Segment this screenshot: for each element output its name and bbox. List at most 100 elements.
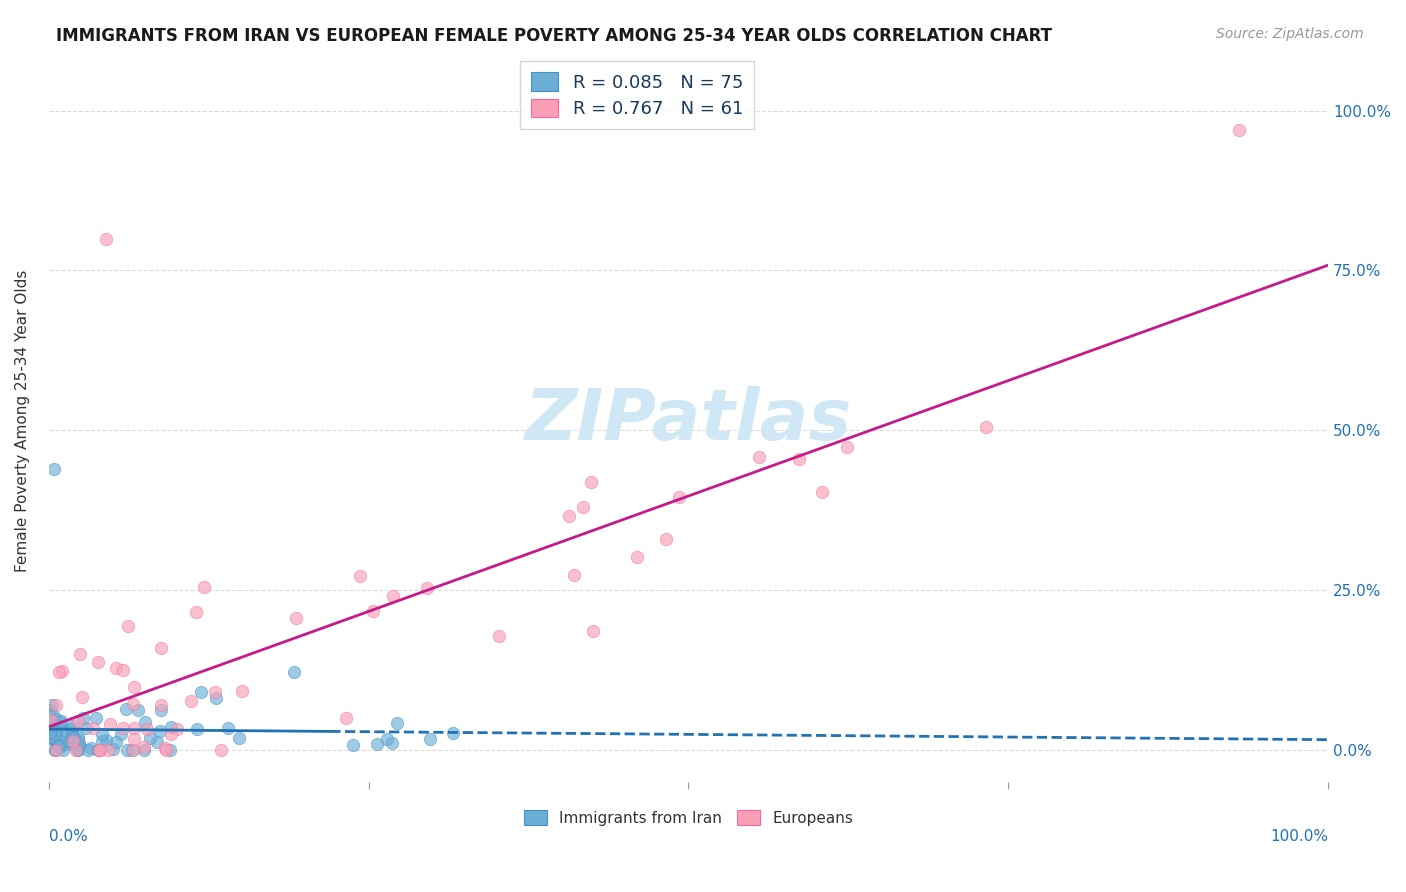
Point [111,721,134,735]
Point [149,698,172,713]
Point [75,721,97,735]
Point [67,739,90,753]
Point [62,734,84,748]
Point [44,742,66,756]
Point [77,742,100,756]
Point [45,742,67,756]
Point [49,715,72,730]
Point [121,697,143,711]
Point [209,742,232,756]
Point [86,711,108,725]
Point [349,568,371,582]
Point [44,731,66,746]
Point [132,739,155,754]
Point [90,734,112,748]
Point [60,730,83,744]
Point [63,731,86,746]
Point [811,484,834,499]
Point [127,703,149,717]
Point [1227,123,1250,137]
Point [204,685,226,699]
Point [117,618,139,632]
Point [89,742,111,756]
Point [121,742,143,756]
Point [45,724,67,739]
Point [150,641,173,656]
Point [80,740,103,755]
Point [51,664,73,678]
Point [94,733,117,747]
Point [101,742,124,756]
Point [419,732,441,747]
Point [155,742,177,756]
Point [115,742,138,756]
Point [39,730,62,744]
Point [217,721,239,735]
Point [121,742,143,756]
Point [186,722,208,736]
Point [190,684,212,698]
Point [976,419,998,434]
Point [122,722,145,736]
Point [443,725,465,739]
Point [48,665,70,679]
Point [66,742,89,756]
Point [558,508,581,523]
Point [180,694,202,708]
Text: IMMIGRANTS FROM IRAN VS EUROPEAN FEMALE POVERTY AMONG 25-34 YEAR OLDS CORRELATIO: IMMIGRANTS FROM IRAN VS EUROPEAN FEMALE … [56,27,1052,45]
Point [160,727,183,741]
Point [562,567,585,582]
Point [582,624,605,638]
Point [789,452,811,467]
Point [49,739,72,754]
Point [94,231,117,245]
Point [381,735,404,749]
Point [160,720,183,734]
Point [49,714,72,728]
Point [65,742,87,756]
Point [111,663,134,677]
Point [70,690,93,704]
Point [69,647,91,661]
Point [228,731,250,745]
Point [186,605,208,619]
Point [49,738,72,752]
Point [45,698,67,712]
Point [66,732,89,747]
Point [361,604,384,618]
Point [375,731,398,746]
Point [571,500,593,515]
Point [135,722,157,736]
Point [87,742,110,756]
Text: 0.0%: 0.0% [49,829,87,844]
Point [52,742,75,756]
Point [42,719,65,733]
Point [134,714,156,729]
Point [382,589,405,603]
Point [39,703,62,717]
Point [60,726,83,740]
Point [97,742,120,756]
Y-axis label: Female Poverty Among 25-34 Year Olds: Female Poverty Among 25-34 Year Olds [15,269,30,572]
Point [58,734,80,748]
Point [46,739,69,754]
Point [122,731,145,746]
Point [139,731,162,746]
Point [38,731,60,746]
Point [66,742,89,756]
Point [56,724,79,739]
Point [82,721,104,735]
Point [44,728,66,742]
Point [39,721,62,735]
Legend: R = 0.085   N = 75, R = 0.767   N = 61: R = 0.085 N = 75, R = 0.767 N = 61 [520,62,754,129]
Point [626,549,648,564]
Point [385,716,408,731]
Point [105,735,128,749]
Point [41,713,63,727]
Point [56,737,79,751]
Point [67,731,90,745]
Point [44,461,66,475]
Point [155,740,177,755]
Point [193,580,215,594]
Point [205,691,228,706]
